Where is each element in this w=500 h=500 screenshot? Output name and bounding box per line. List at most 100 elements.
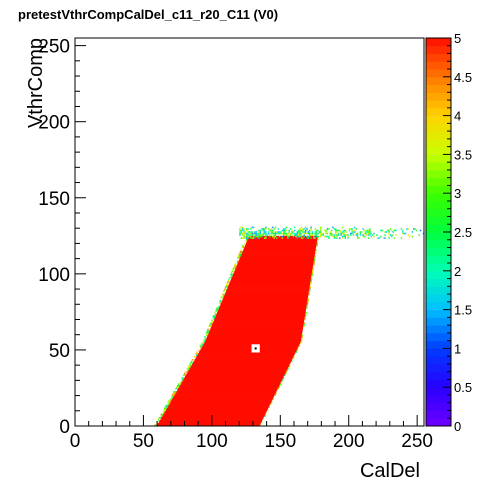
heatmap-cell	[358, 237, 360, 239]
heatmap-cell	[285, 371, 288, 373]
heatmap-cell	[366, 234, 368, 236]
heatmap-run	[165, 409, 268, 412]
heatmap-cell	[226, 286, 228, 288]
palette-band	[426, 410, 451, 419]
heatmap-cell	[277, 232, 279, 235]
heatmap-cell	[264, 413, 267, 416]
heatmap-cell	[233, 266, 235, 268]
heatmap-run	[183, 378, 283, 381]
heatmap-cell	[262, 234, 264, 236]
heatmap-run	[248, 235, 318, 238]
heatmap-cell	[406, 228, 408, 230]
heatmap-cell	[242, 244, 244, 247]
heatmap-cell	[310, 234, 312, 236]
heatmap-cell	[204, 336, 206, 338]
heatmap-cell	[312, 267, 314, 270]
heatmap-run	[232, 275, 312, 278]
heatmap-cell	[337, 234, 340, 236]
heatmap-cell	[265, 237, 267, 239]
heatmap-run	[235, 267, 313, 270]
z-tick-label: 2.5	[454, 225, 472, 240]
heatmap-cell	[356, 232, 359, 235]
heatmap-cell	[173, 394, 175, 396]
heatmap-cell	[276, 231, 278, 233]
heatmap-cell	[267, 231, 270, 233]
heatmap-cell	[384, 234, 386, 236]
heatmap-cell	[281, 237, 284, 239]
heatmap-run	[241, 254, 315, 256]
heatmap-cell	[239, 251, 242, 253]
heatmap-cell	[213, 314, 215, 317]
heatmap-run	[216, 313, 306, 316]
heatmap-run	[243, 249, 316, 252]
heatmap-cell	[202, 342, 205, 344]
heatmap-cell	[356, 234, 359, 236]
heatmap-cell	[273, 228, 275, 230]
heatmap-cell	[164, 406, 167, 408]
heatmap-cell	[239, 252, 241, 255]
heatmap-cell	[239, 255, 241, 258]
heatmap-cell	[322, 232, 325, 235]
heatmap-cell	[234, 266, 237, 268]
heatmap-cell	[317, 232, 319, 235]
heatmap-run	[210, 327, 304, 330]
palette-band	[426, 162, 451, 171]
heatmap-cell	[215, 308, 217, 311]
palette-band	[426, 123, 451, 132]
heatmap-cells	[154, 226, 424, 426]
heatmap-run	[172, 397, 274, 400]
heatmap-cell	[373, 235, 375, 238]
heatmap-cell	[336, 237, 338, 239]
heatmap-cell	[366, 229, 368, 232]
heatmap-cell	[202, 339, 205, 341]
heatmap-cell	[248, 232, 251, 235]
heatmap-cell	[307, 299, 309, 302]
heatmap-run	[245, 243, 317, 246]
heatmap-run	[238, 261, 314, 264]
heatmap-cell	[300, 235, 303, 238]
heatmap-cell	[207, 331, 209, 334]
palette-band	[426, 200, 451, 210]
heatmap-cell	[200, 346, 202, 349]
heatmap-cell	[362, 234, 364, 236]
heatmap-cell	[298, 231, 300, 233]
heatmap-cell	[195, 354, 198, 357]
heatmap-cell	[302, 231, 304, 233]
heatmap-cell	[287, 234, 289, 236]
heatmap-cell	[328, 228, 330, 230]
heatmap-cell	[312, 270, 314, 273]
heatmap-cell	[272, 231, 274, 233]
heatmap-cell	[205, 333, 207, 335]
heatmap-cell	[165, 407, 167, 410]
heatmap-cell	[316, 244, 318, 247]
heatmap-run	[192, 362, 291, 365]
heatmap-cell	[310, 228, 312, 230]
heatmap-cell	[186, 371, 188, 373]
palette-band	[426, 332, 451, 342]
heatmap-cell	[319, 229, 322, 232]
heatmap-cell	[293, 356, 295, 358]
heatmap-cell	[246, 229, 248, 232]
heatmap-cell	[269, 234, 271, 236]
palette-band	[426, 348, 451, 357]
heatmap-cell	[283, 228, 285, 230]
heatmap-cell	[288, 232, 290, 235]
heatmap-cell	[163, 410, 165, 413]
heatmap-cell	[175, 387, 177, 390]
heatmap-cell	[254, 237, 256, 239]
heatmap-cell	[247, 231, 249, 233]
heatmap-cell	[310, 229, 312, 232]
heatmap-cell	[278, 232, 281, 235]
heatmap-run	[217, 310, 306, 313]
heatmap-cell	[212, 316, 214, 318]
heatmap-run	[197, 354, 295, 357]
heatmap-cell	[369, 231, 371, 233]
heatmap-cell	[284, 228, 286, 230]
heatmap-cell	[367, 229, 370, 232]
heatmap-cell	[231, 273, 233, 276]
heatmap-cell	[208, 325, 210, 328]
heatmap-cell	[350, 234, 352, 236]
heatmap-cell	[246, 238, 248, 241]
heatmap-cell	[343, 234, 345, 236]
palette-band	[426, 107, 451, 117]
